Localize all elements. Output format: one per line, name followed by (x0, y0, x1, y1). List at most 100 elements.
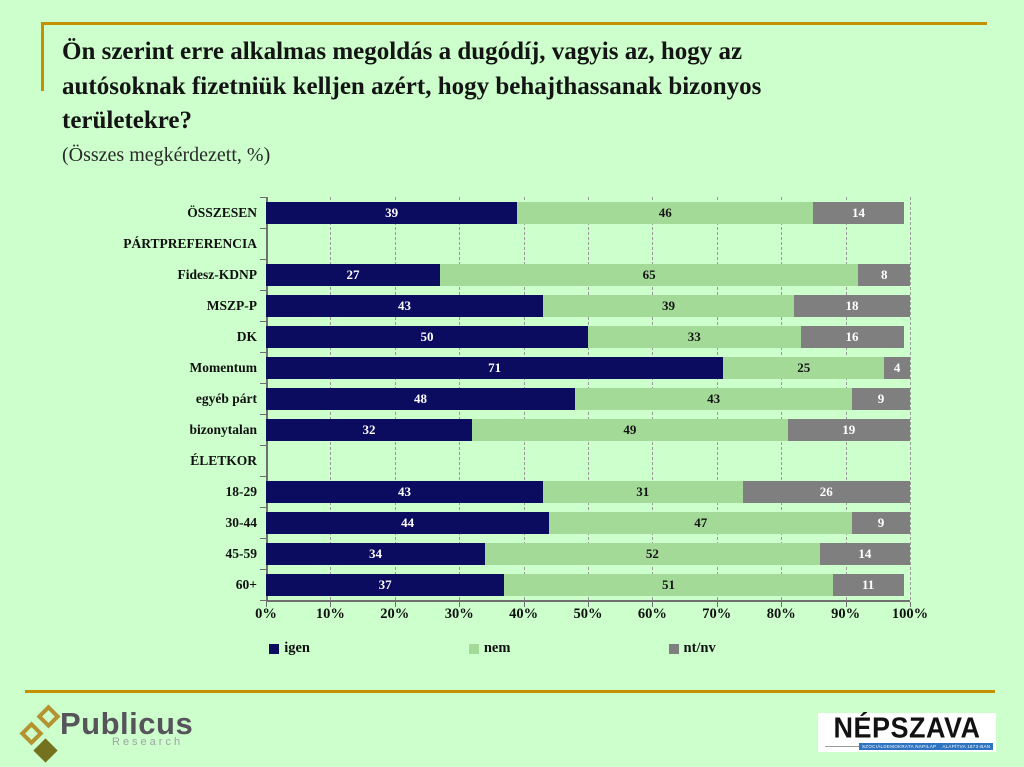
y-tick-mark (260, 321, 266, 322)
value-label: 32 (362, 421, 376, 437)
category-label: egyéb párt (195, 390, 257, 406)
bar-track: 32 49 19 (266, 418, 910, 441)
legend-swatch (269, 643, 280, 654)
x-tick-mark (330, 602, 332, 607)
legend-label: nem (483, 640, 511, 656)
value-label: 9 (877, 514, 885, 530)
y-tick-mark (260, 290, 266, 291)
bar-segment-nem: 31 (542, 480, 743, 503)
chart-rows: ÖSSZESEN 39 46 14 PÁRTPREFERENCIA Fidesz-KDNP… (16, 197, 910, 600)
value-label: 8 (880, 266, 888, 282)
bar-track (266, 233, 910, 255)
bar-segment-igen: 44 (266, 511, 550, 534)
chart-row: egyéb párt 48 43 9 (16, 383, 910, 414)
legend-label: nt/nv (683, 640, 716, 656)
x-tick-label: 50% (573, 606, 603, 622)
chart-row: 45-59 34 52 14 (16, 538, 910, 569)
bar-segment-igen: 50 (266, 325, 588, 348)
bar-segment-igen: 37 (266, 573, 505, 596)
bar-track: 44 47 9 (266, 511, 910, 534)
y-tick-mark (260, 600, 266, 601)
y-tick-mark (260, 538, 266, 539)
footer-divider (25, 690, 995, 693)
y-tick-mark (260, 414, 266, 415)
bar-segment-ntnv: 9 (852, 511, 910, 534)
chart-legend: igen nem nt/nv (266, 640, 910, 660)
bar-track: 34 52 14 (266, 542, 910, 565)
chart-row: bizonytalan 32 49 19 (16, 414, 910, 445)
value-label: 52 (645, 545, 659, 561)
publicus-subtitle: Research (112, 736, 184, 748)
y-tick-mark (260, 569, 266, 570)
bar-track (266, 450, 910, 472)
legend-item-igen: igen (269, 640, 310, 657)
y-tick-mark (260, 197, 266, 198)
value-label: 43 (707, 390, 721, 406)
value-label: 31 (636, 483, 650, 499)
publicus-diamond-icon (19, 721, 44, 746)
x-tick-label: 10% (315, 606, 345, 622)
value-label: 65 (642, 266, 656, 282)
bar-segment-nem: 39 (542, 294, 795, 317)
bar-segment-nem: 49 (472, 418, 788, 441)
legend-swatch (668, 643, 679, 654)
x-tick-mark (459, 602, 461, 607)
x-tick-label: 0% (255, 606, 277, 622)
gridline (910, 197, 911, 600)
title-block: Ön szerint erre alkalmas megoldás a dugó… (41, 22, 987, 167)
category-label: 30-44 (225, 514, 258, 530)
chart-row: PÁRTPREFERENCIA (16, 228, 910, 259)
publicus-diamond-icon (36, 704, 61, 729)
category-label: bizonytalan (189, 421, 257, 437)
nepszava-logo: NÉPSZAVA SZOCIÁLDEMOKRATA NAPILAP ALAPÍT… (818, 713, 996, 752)
bar-segment-ntnv: 4 (884, 356, 910, 379)
x-axis: 0% 10% 20% 30% 40% 50% 60% 70% 80% 90% 100% (255, 606, 928, 628)
x-tick-mark (588, 602, 589, 607)
publicus-name: Publicus (60, 706, 194, 741)
x-tick-label: 90% (831, 606, 861, 622)
x-tick-label: 20% (380, 606, 410, 622)
value-label: 14 (858, 545, 872, 561)
bar-track: 43 31 26 (266, 480, 910, 503)
bar-segment-nem: 46 (517, 201, 814, 224)
bar-track: 37 51 11 (266, 573, 910, 596)
bar-track: 48 43 9 (266, 387, 910, 410)
bar-segment-nem: 47 (549, 511, 853, 534)
legend-label: igen (284, 640, 310, 656)
x-tick-label: 40% (509, 606, 539, 622)
category-label: Momentum (189, 359, 258, 375)
chart-row: MSZP-P 43 39 18 (16, 290, 910, 321)
category-label: ÖSSZESEN (187, 204, 257, 220)
chart-row: Fidesz-KDNP 27 65 8 (16, 259, 910, 290)
legend-swatch (468, 643, 479, 654)
bar-segment-ntnv: 16 (800, 325, 904, 348)
chart-row: 18-29 43 31 26 (16, 476, 910, 507)
value-label: 18 (845, 297, 859, 313)
y-tick-mark (260, 259, 266, 260)
page-title: Ön szerint erre alkalmas megoldás a dugó… (62, 38, 762, 134)
value-label: 25 (797, 359, 811, 375)
value-label: 4 (893, 359, 901, 375)
value-label: 46 (658, 204, 672, 220)
chart-row: Momentum 71 25 4 (16, 352, 910, 383)
category-label: Fidesz-KDNP (177, 266, 257, 282)
chart-row: ÖSSZESEN 39 46 14 (16, 197, 910, 228)
y-tick-mark (260, 507, 266, 508)
bar-track: 50 33 16 (266, 325, 910, 348)
bar-segment-nem: 65 (439, 263, 859, 286)
x-tick-label: 100% (891, 606, 929, 622)
value-label: 27 (346, 266, 360, 282)
x-tick-mark (652, 602, 654, 607)
bar-segment-igen: 71 (266, 356, 724, 379)
chart-row: 60+ 37 51 11 (16, 569, 910, 600)
value-label: 34 (368, 545, 382, 561)
value-label: 37 (378, 576, 392, 592)
bar-segment-ntnv: 14 (813, 201, 904, 224)
bar-segment-nem: 43 (575, 387, 853, 410)
value-label: 33 (687, 328, 701, 344)
x-tick-mark (781, 602, 783, 607)
bar-segment-ntnv: 19 (787, 418, 910, 441)
bar-track: 27 65 8 (266, 263, 910, 286)
x-tick-mark (845, 602, 847, 607)
